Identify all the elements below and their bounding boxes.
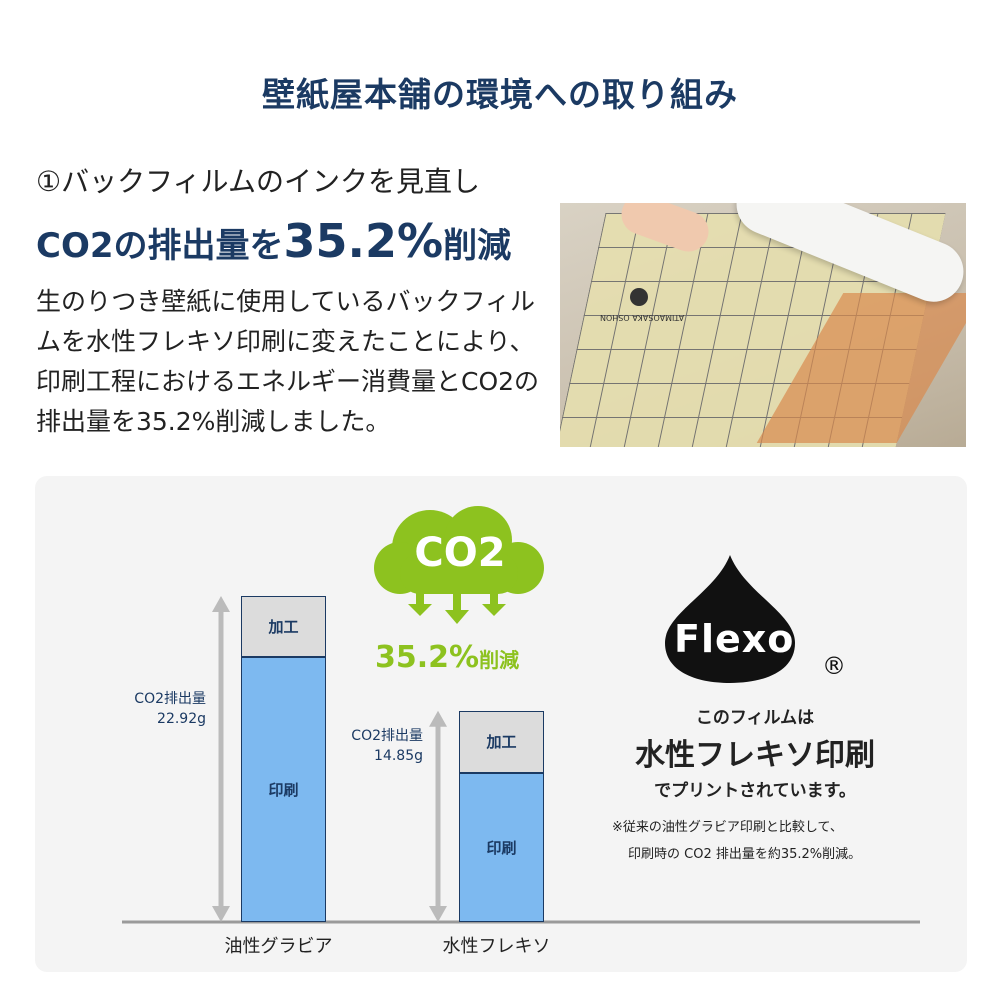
flexo-line3: でプリントされています。	[654, 781, 856, 801]
flexo-logo: Flexo	[674, 617, 795, 661]
bar-segment-processing: 加工	[241, 596, 326, 658]
cloud-co2-text: CO2	[414, 530, 506, 576]
flexo-line2: 水性フレキソ印刷	[635, 738, 875, 773]
headline-value: 35.2%	[283, 214, 444, 268]
total-label: CO2排出量 14.85g	[351, 728, 423, 765]
section-subtitle: ①バックフィルムのインクを見直し	[36, 165, 480, 198]
section-headline: CO2の排出量を35.2%削減	[36, 214, 511, 268]
total-label: CO2排出量 22.92g	[134, 691, 206, 727]
registered-mark: ®	[822, 652, 846, 680]
bar-segment-processing: 加工	[459, 710, 544, 773]
page-title: 壁紙屋本舗の環境への取り組み	[262, 75, 738, 114]
reduction-badge: 35.2%削減	[375, 640, 519, 675]
flexo-note1: ※従来の油性グラビア印刷と比較して、	[612, 820, 843, 835]
reduction-suffix: 削減	[479, 648, 520, 672]
reduction-value: 35.2%	[375, 640, 480, 675]
flexo-line1: このフィルムは	[695, 708, 815, 728]
co2-cloud-icon	[374, 506, 544, 624]
category-label: 油性グラビア	[224, 936, 333, 957]
headline-pre: CO2の排出量を	[36, 226, 284, 266]
category-label: 水性フレキソ	[442, 936, 551, 957]
bar-segment-printing: 印刷	[459, 772, 544, 922]
flexo-note2: 印刷時の CO2 排出量を約35.2%削減。	[628, 847, 862, 862]
bar-segment-printing: 印刷	[241, 657, 326, 922]
section-body: 生のりつき壁紙に使用しているバックフィルムを水性フレキソ印刷に変えたことにより、…	[36, 287, 540, 436]
wallpaper-roll-photo: ATIMAOSAKA OSHON	[560, 203, 966, 447]
ink-drop-icon	[665, 555, 795, 683]
film-print-text: ATIMAOSAKA OSHON	[600, 313, 685, 322]
headline-post: 削減	[443, 226, 512, 266]
